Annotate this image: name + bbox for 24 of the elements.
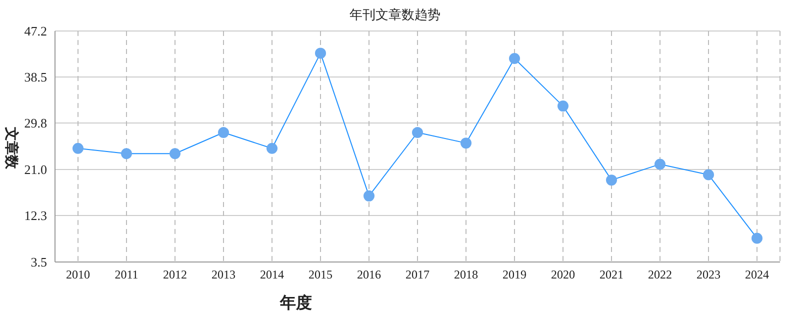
chart-title: 年刊文章数趋势 [348,6,442,24]
x-tick-label: 2020 [551,268,575,282]
x-tick-label: 2015 [308,268,332,282]
x-tick-label: 2014 [260,268,284,282]
y-axis-title: 文章数 [2,126,18,171]
x-tick-label: 2022 [648,268,672,282]
x-tick-label: 2016 [357,268,381,282]
y-tick-label: 29.8 [24,116,47,131]
x-tick-label: 2010 [66,268,90,282]
x-tick-label: 2011 [114,268,138,282]
x-tick-label: 2012 [163,268,187,282]
y-tick-label: 3.5 [30,254,47,270]
x-tick-label: 2018 [454,268,478,282]
y-tick-label: 21.0 [24,162,47,178]
y-tick-label: 38.5 [24,70,47,85]
y-tick-label: 12.3 [24,208,47,224]
x-tick-label: 2013 [212,268,236,282]
y-tick-label: 47.2 [24,24,47,39]
x-tick-label: 2023 [696,268,720,282]
x-tick-label: 2019 [502,268,526,282]
x-axis-title: 年度 [280,293,312,314]
x-tick-label: 2024 [745,268,769,282]
x-tick-label: 2017 [406,268,430,282]
x-tick-label: 2021 [600,268,624,282]
